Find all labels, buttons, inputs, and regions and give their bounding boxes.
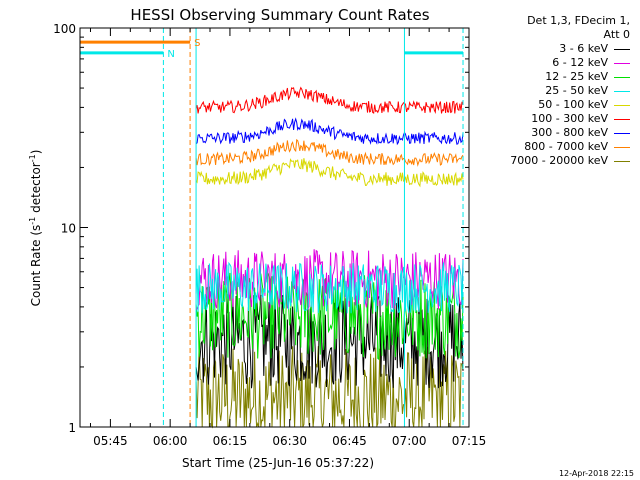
y-axis: 1 10 100	[53, 22, 469, 435]
legend-swatch-7	[614, 146, 630, 148]
legend-label-7: 800 - 7000 keV	[524, 140, 608, 153]
legend-label-2: 12 - 25 keV	[545, 70, 608, 83]
chart-title: HESSI Observing Summary Count Rates	[130, 6, 429, 24]
x-tick-label-0: 05:45	[93, 434, 128, 448]
y-axis-label: Count Rate (s-1 detector-1)	[28, 150, 43, 307]
legend-swatch-5	[614, 118, 630, 120]
legend-label-8: 7000 - 20000 keV	[510, 154, 608, 167]
series-line-7	[195, 138, 464, 167]
legend-rows: 3 - 6 keV 6 - 12 keV 12 - 25 keV 25 - 50 ke…	[470, 42, 630, 168]
legend-swatch-4	[614, 104, 630, 106]
legend: Det 1,3, FDecim 1, Att 0 3 - 6 keV 6 - 12…	[470, 14, 630, 168]
legend-label-5: 100 - 300 keV	[531, 112, 608, 125]
footer-date: 12-Apr-2018 22:15	[558, 469, 634, 478]
x-tick-label-1: 06:00	[153, 434, 188, 448]
legend-swatch-6	[614, 132, 630, 134]
x-tick-label-6: 07:15	[452, 434, 487, 448]
legend-swatch-8	[614, 160, 630, 162]
legend-label-0: 3 - 6 keV	[559, 42, 608, 55]
legend-label-1: 6 - 12 keV	[552, 56, 608, 69]
y-tick-label-2: 100	[53, 22, 76, 36]
flag-layer: NS	[80, 38, 464, 60]
legend-item-3: 25 - 50 keV	[470, 84, 630, 98]
x-tick-label-3: 06:30	[272, 434, 307, 448]
vline-layer	[162, 28, 464, 427]
series-line-8	[195, 346, 464, 429]
legend-item-0: 3 - 6 keV	[470, 42, 630, 56]
legend-swatch-2	[614, 76, 630, 78]
flag-label-N: N	[167, 49, 174, 60]
legend-label-3: 25 - 50 keV	[545, 84, 608, 97]
legend-item-8: 7000 - 20000 keV	[470, 154, 630, 168]
legend-swatch-0	[614, 48, 630, 50]
x-axis-label: Start Time (25-Jun-16 05:37:22)	[182, 456, 374, 470]
legend-label-4: 50 - 100 keV	[538, 98, 608, 111]
series-line-6	[195, 117, 464, 146]
legend-header-line1: Det 1,3, FDecim 1,	[527, 14, 630, 27]
legend-item-2: 12 - 25 keV	[470, 70, 630, 84]
legend-swatch-1	[614, 62, 630, 64]
legend-swatch-3	[614, 90, 630, 92]
series-layer	[195, 86, 464, 429]
x-tick-label-4: 06:45	[332, 434, 367, 448]
legend-item-1: 6 - 12 keV	[470, 56, 630, 70]
legend-label-6: 300 - 800 keV	[531, 126, 608, 139]
x-tick-label-2: 06:15	[213, 434, 248, 448]
x-axis: 05:45 06:00 06:15 06:30 06:45 07:00 07:15	[89, 28, 487, 448]
y-tick-label-1: 10	[61, 222, 76, 236]
legend-item-7: 800 - 7000 keV	[470, 140, 630, 154]
legend-item-4: 50 - 100 keV	[470, 98, 630, 112]
series-line-3	[195, 261, 464, 314]
legend-header-line2: Att 0	[603, 28, 630, 41]
series-line-4	[195, 158, 464, 188]
legend-item-5: 100 - 300 keV	[470, 112, 630, 126]
series-line-2	[195, 271, 464, 361]
x-tick-label-5: 07:00	[392, 434, 427, 448]
y-tick-label-0: 1	[68, 421, 76, 435]
series-line-5	[195, 86, 464, 114]
legend-item-6: 300 - 800 keV	[470, 126, 630, 140]
flag-label-S: S	[194, 38, 200, 49]
